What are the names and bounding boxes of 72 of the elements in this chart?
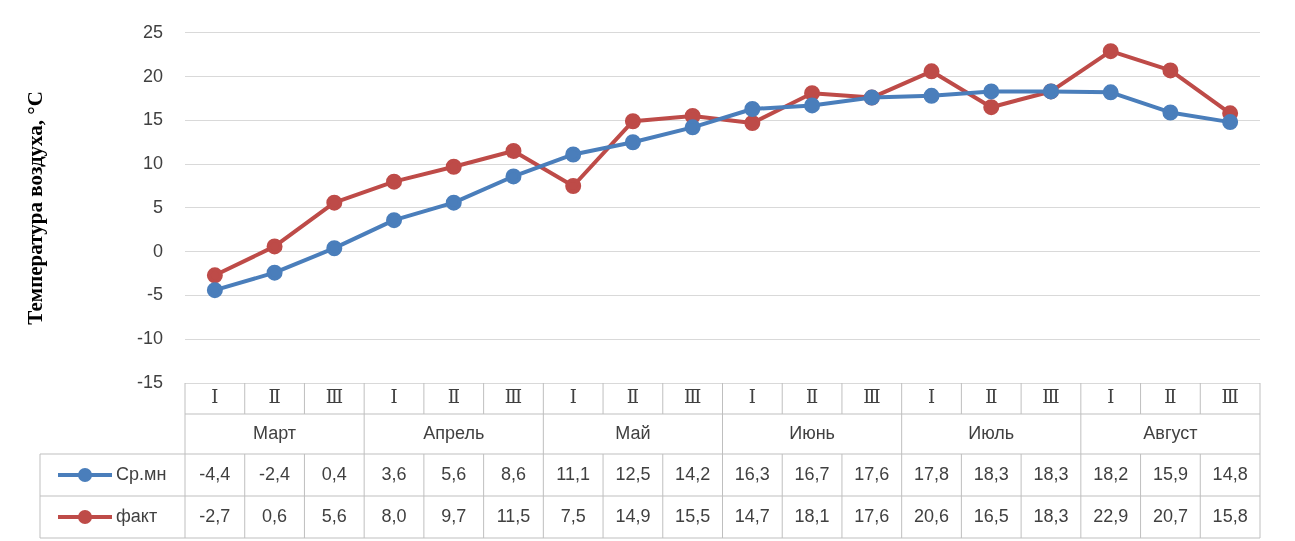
- data-label: 0,6: [262, 505, 288, 526]
- data-label: 17,6: [854, 463, 890, 484]
- x-tick-label: Ⅲ: [683, 386, 702, 408]
- data-label: 5,6: [441, 463, 467, 484]
- x-tick-label: Ⅱ: [805, 386, 819, 408]
- y-tick-label: 25: [142, 21, 163, 42]
- data-label: 14,8: [1212, 463, 1248, 484]
- x-tick-label: Ⅰ: [390, 386, 398, 408]
- data-label: 14,7: [734, 505, 770, 526]
- data-label: 17,8: [914, 463, 950, 484]
- x-tick-label: Ⅱ: [268, 386, 281, 408]
- y-tick-label: 15: [142, 109, 163, 130]
- data-label: 12,5: [615, 463, 651, 484]
- data-label: 18,1: [794, 505, 830, 526]
- data-label: 15,8: [1212, 505, 1248, 526]
- y-tick-label: 20: [142, 65, 163, 86]
- data-label: 17,6: [854, 505, 890, 526]
- text: Июль: [968, 422, 1015, 443]
- y-tick-label: -5: [146, 284, 163, 305]
- text: Июнь: [789, 422, 835, 443]
- text: Март: [253, 422, 297, 443]
- data-label: 18,3: [1033, 463, 1069, 484]
- data-label: 0,4: [321, 463, 347, 484]
- data-label: 16,7: [794, 463, 830, 484]
- data-label: 14,2: [675, 463, 711, 484]
- text: Май: [615, 422, 651, 443]
- data-label: 22,9: [1093, 505, 1129, 526]
- data-label: -2,4: [259, 463, 291, 484]
- y-tick-label: 5: [152, 196, 163, 217]
- x-tick-label: Ⅱ: [985, 386, 998, 408]
- x-tick-label: Ⅱ: [1164, 386, 1177, 408]
- data-label: -2,7: [199, 505, 231, 526]
- data-label: 11,5: [496, 505, 531, 526]
- data-label: 3,6: [381, 463, 407, 484]
- data-label: 18,2: [1093, 463, 1129, 484]
- data-label: 16,3: [734, 463, 770, 484]
- y-tick-label: -10: [136, 328, 163, 349]
- data-label: 15,9: [1152, 463, 1188, 484]
- x-tick-label: Ⅲ: [1042, 386, 1060, 408]
- data-label: 18,3: [1033, 505, 1069, 526]
- x-tick-label: Ⅱ: [626, 386, 640, 408]
- x-tick-label: Ⅲ: [1221, 386, 1239, 408]
- data-label: 9,7: [441, 505, 467, 526]
- x-tick-label: Ⅲ: [504, 386, 523, 408]
- text: Апрель: [423, 422, 485, 443]
- legend-label: факт: [116, 505, 158, 526]
- y-axis-title: Температура воздуха, °С: [23, 91, 48, 325]
- x-tick-label: Ⅲ: [863, 386, 881, 408]
- x-tick-label: Ⅱ: [447, 386, 460, 408]
- data-label: 7,5: [560, 505, 586, 526]
- data-label: 18,3: [973, 463, 1009, 484]
- x-tick-label: Ⅰ: [1107, 386, 1115, 408]
- data-label: -4,4: [199, 463, 231, 484]
- y-tick-label: 0: [152, 240, 163, 261]
- data-label: 8,0: [381, 505, 407, 526]
- data-label: 20,7: [1152, 505, 1188, 526]
- data-label: 8,6: [500, 463, 526, 484]
- data-label: 11,1: [556, 463, 591, 484]
- data-label: 14,9: [615, 505, 651, 526]
- x-tick-label: Ⅰ: [211, 386, 219, 408]
- x-tick-label: Ⅰ: [748, 386, 756, 408]
- data-label: 16,5: [973, 505, 1009, 526]
- data-label: 5,6: [321, 505, 347, 526]
- x-tick-label: Ⅰ: [927, 386, 936, 408]
- data-label: 15,5: [675, 505, 711, 526]
- x-tick-label: Ⅲ: [325, 386, 343, 408]
- legend-label: Ср.мн: [116, 463, 167, 484]
- text: Август: [1143, 422, 1198, 443]
- x-tick-label: Ⅰ: [569, 386, 577, 408]
- y-tick-label: 10: [142, 153, 163, 174]
- data-label: 20,6: [914, 505, 950, 526]
- y-tick-label: -15: [136, 371, 163, 392]
